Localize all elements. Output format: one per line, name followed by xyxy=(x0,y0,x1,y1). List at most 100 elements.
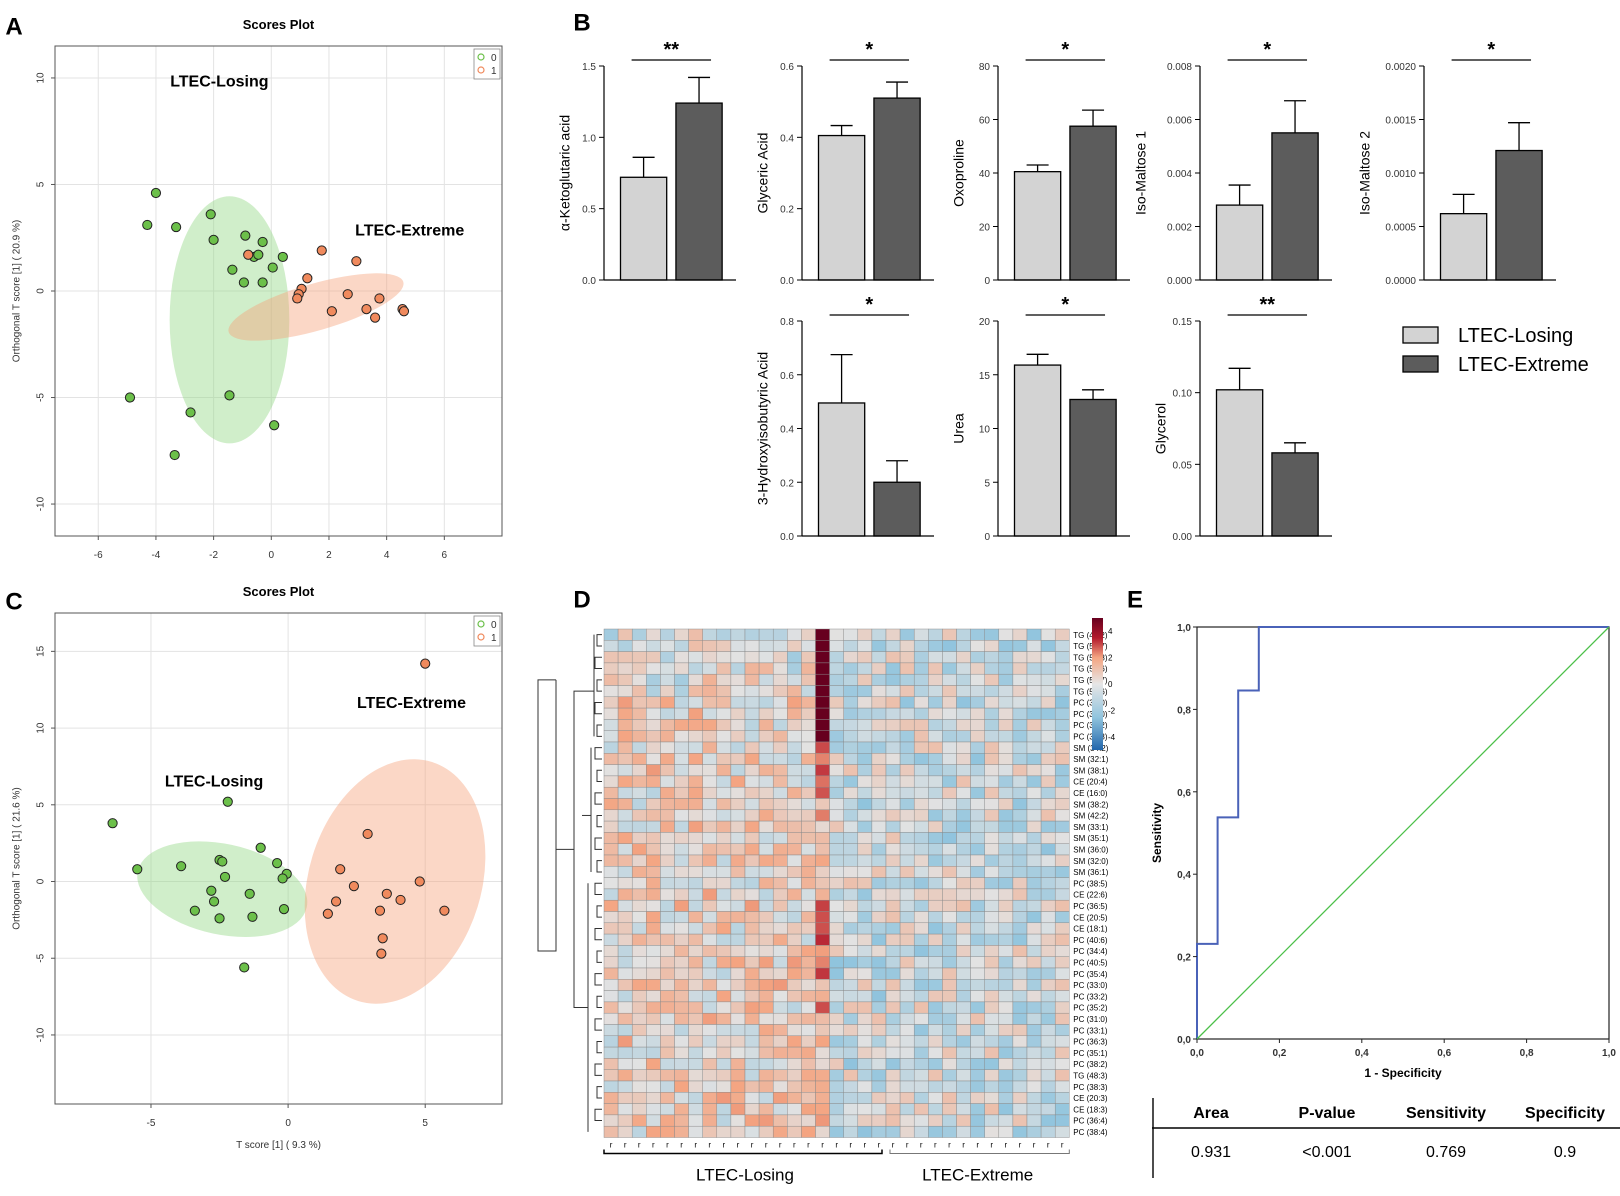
heatmap-cell xyxy=(871,741,887,754)
heatmap-cell xyxy=(899,979,915,991)
heatmap-cell xyxy=(829,775,844,788)
heatmap-cell xyxy=(885,764,901,777)
legend-label-1: 1 xyxy=(491,66,497,77)
heatmap-cell xyxy=(984,1103,1000,1116)
heatmap-cell xyxy=(970,730,985,743)
heatmap-row-label: SM (33:1) xyxy=(1073,823,1108,832)
heatmap-cell xyxy=(1026,1035,1042,1048)
heatmap-cell xyxy=(942,696,957,709)
heatmap-cell xyxy=(801,1035,816,1048)
heatmap-cell xyxy=(702,730,718,743)
heatmap-cell xyxy=(815,651,830,664)
heatmap-cell xyxy=(631,1125,647,1138)
heatmap-cell xyxy=(843,1080,859,1093)
heatmap-cell xyxy=(1040,764,1056,777)
heatmap-cell xyxy=(631,911,647,924)
heatmap-cell xyxy=(660,911,675,924)
heatmap-cell xyxy=(730,1080,746,1093)
heatmap-cell xyxy=(829,730,844,743)
score-point-0 xyxy=(277,873,288,884)
heatmap-cell xyxy=(998,1114,1014,1127)
heatmap-cell xyxy=(998,1069,1014,1082)
heatmap-cell xyxy=(716,685,732,698)
heatmap-cell xyxy=(843,707,859,720)
heatmap-cell xyxy=(772,899,788,912)
heatmap-cell xyxy=(984,1092,1000,1104)
heatmap-cell xyxy=(772,877,788,890)
heatmap-cell xyxy=(617,899,633,912)
heatmap-cell xyxy=(942,1035,957,1048)
heatmap-cell xyxy=(772,798,788,811)
heatmap-cell xyxy=(928,945,943,957)
heatmap-cell xyxy=(815,707,830,720)
heatmap-cell xyxy=(956,764,971,777)
heatmap-cell xyxy=(815,809,830,822)
heatmap-cell xyxy=(1026,1125,1042,1138)
y-tick-label: 0.0000 xyxy=(1385,276,1416,287)
heatmap-cell xyxy=(603,922,619,935)
heatmap-cell xyxy=(1040,719,1056,731)
heatmap-cell xyxy=(787,922,802,935)
heatmap-cell xyxy=(758,877,774,890)
heatmap-col-label: r xyxy=(737,1141,740,1150)
heatmap-cell xyxy=(772,854,788,867)
heatmap-cell xyxy=(603,899,619,912)
legend-box xyxy=(473,615,501,647)
heatmap-cell xyxy=(617,820,633,833)
bar-ltec-losing xyxy=(1215,389,1264,537)
heatmap-cell xyxy=(829,956,844,969)
heatmap-cell xyxy=(772,628,788,641)
heatmap-cell xyxy=(801,1114,816,1127)
y-tick-label: 15 xyxy=(36,645,47,657)
heatmap-row-label: SM (38:2) xyxy=(1073,800,1108,809)
heatmap-cell xyxy=(617,673,633,686)
heatmap-cell xyxy=(843,1125,859,1138)
bar-ltec-extreme xyxy=(675,102,723,281)
heatmap-row-label: SM (36:0) xyxy=(1073,846,1108,855)
heatmap-cell xyxy=(857,820,873,833)
heatmap-cell xyxy=(885,877,901,890)
x-axis-label: T score [1] ( 9.3 %) xyxy=(236,1140,321,1151)
y-tick-label: 0,2 xyxy=(1177,953,1191,964)
heatmap-cell xyxy=(787,719,802,731)
heatmap-cell xyxy=(913,1103,929,1116)
heatmap-cell xyxy=(857,730,873,743)
heatmap-cell xyxy=(730,1046,746,1059)
heatmap-cell xyxy=(758,979,774,991)
heatmap-cell xyxy=(772,775,788,788)
heatmap-cell xyxy=(885,1114,901,1127)
heatmap-cell xyxy=(1012,775,1028,788)
heatmap-cell xyxy=(871,866,887,878)
heatmap-row-label: PC (32:0) xyxy=(1073,699,1108,708)
heatmap-cell xyxy=(885,775,901,788)
heatmap-cell xyxy=(956,956,971,969)
heatmap-cell xyxy=(829,843,844,856)
group-label: LTEC-Losing xyxy=(170,73,268,90)
heatmap-cell xyxy=(674,640,689,652)
heatmap-cell xyxy=(1040,1058,1056,1070)
heatmap-cell xyxy=(744,899,760,912)
heatmap-row-label: CE (20:4) xyxy=(1073,778,1108,787)
heatmap-cell xyxy=(730,1058,746,1070)
heatmap-cell xyxy=(716,1012,732,1025)
heatmap-cell xyxy=(998,911,1014,924)
y-tick-label: 0.0 xyxy=(582,276,596,287)
heatmap-cell xyxy=(843,753,859,765)
heatmap-cell xyxy=(660,764,675,777)
heatmap-cell xyxy=(603,854,619,867)
heatmap-cell xyxy=(956,1069,971,1082)
heatmap-row-label: PC (35:4) xyxy=(1073,970,1108,979)
heatmap-cell xyxy=(758,1092,774,1104)
heatmap-cell xyxy=(730,651,746,664)
heatmap-cell xyxy=(744,990,760,1003)
heatmap-cell xyxy=(1040,707,1056,720)
heatmap-cell xyxy=(829,640,844,652)
y-tick-label: -10 xyxy=(36,496,47,511)
heatmap-cell xyxy=(730,843,746,856)
heatmap-cell xyxy=(744,1046,760,1059)
heatmap-cell xyxy=(688,990,703,1003)
heatmap-cell xyxy=(772,1114,788,1127)
heatmap-cell xyxy=(702,1046,718,1059)
heatmap-cell xyxy=(1054,775,1070,788)
heatmap-cell xyxy=(660,1058,675,1070)
